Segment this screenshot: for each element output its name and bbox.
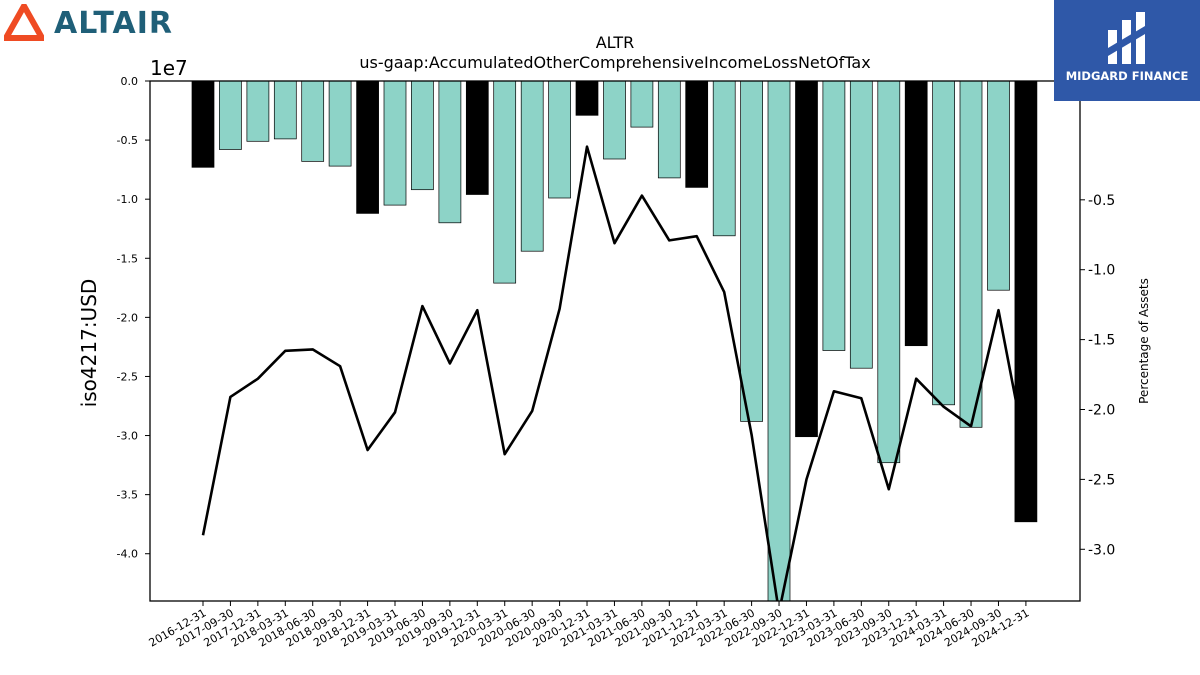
bar-2023-03-31	[822, 80, 846, 351]
bar-2018-09-30	[328, 80, 352, 167]
bar-2020-12-31	[575, 80, 599, 116]
bar-2021-09-30	[657, 80, 681, 179]
bar-2020-09-30	[548, 80, 571, 199]
y2-tick-label: -2.0	[1088, 402, 1115, 418]
bar-2024-09-30	[987, 80, 1010, 291]
bar-2023-06-30	[849, 80, 873, 369]
percentage-line	[201, 145, 1028, 601]
bar-2018-03-31	[273, 80, 297, 140]
bar-2018-06-30	[301, 80, 325, 162]
y-offset-label: 1e7	[150, 56, 188, 80]
bar-2024-12-31	[1014, 80, 1038, 523]
chart-title: ALTR	[596, 33, 635, 52]
y2-axis-label: Percentage of Assets	[1137, 278, 1151, 404]
y2-tick-label: -1.0	[1088, 263, 1115, 279]
bar-2019-09-30	[438, 80, 462, 224]
bar-2021-12-31	[685, 80, 709, 188]
y2-tick-label: -2.5	[1088, 472, 1115, 488]
bar-2020-03-31	[493, 80, 517, 284]
y-tick-label: -0.5	[117, 134, 138, 147]
bar-2023-12-31	[904, 80, 928, 347]
bar-2021-03-31	[603, 80, 626, 160]
bar-2019-03-31	[383, 80, 407, 206]
y-tick-label: -1.0	[117, 193, 138, 206]
y2-tick-label: -3.0	[1088, 542, 1115, 558]
chart-subtitle: us-gaap:AccumulatedOtherComprehensiveInc…	[359, 53, 870, 72]
y-tick-label: -3.5	[117, 489, 138, 502]
y-axis-label: iso4217:USD	[77, 279, 101, 408]
y-tick-label: -3.0	[117, 430, 138, 443]
bar-2017-12-31	[246, 80, 270, 142]
bar-2021-06-30	[630, 80, 654, 128]
y-tick-label: -4.0	[117, 548, 138, 561]
altair-logo: ALTAIR	[4, 2, 173, 44]
bar-2016-12-31	[191, 80, 215, 168]
y2-tick-label: -0.5	[1088, 193, 1115, 209]
bar-2024-06-30	[959, 80, 983, 428]
bar-2018-12-31	[356, 80, 379, 214]
bar-2023-09-30	[877, 80, 901, 464]
bar-2019-12-31	[465, 80, 489, 195]
bar-2024-03-31	[932, 80, 955, 406]
line-group	[201, 145, 1028, 601]
y-tick-label: -2.0	[117, 311, 138, 324]
bar-2022-09-30	[767, 80, 791, 602]
y-tick-label: -2.5	[117, 370, 138, 383]
altair-mark-icon	[4, 4, 44, 41]
bar-2019-06-30	[411, 80, 434, 191]
altair-wordmark: ALTAIR	[54, 5, 173, 41]
y2-tick-label: -1.5	[1088, 333, 1115, 349]
bar-2020-06-30	[520, 80, 544, 252]
plot-frame	[149, 80, 1081, 602]
midgard-mark-icon	[1108, 12, 1145, 64]
y-tick-label: -1.5	[117, 252, 138, 265]
bar-2022-12-31	[795, 80, 818, 438]
bar-2017-09-30	[219, 80, 242, 150]
y-tick-label: 0.0	[121, 75, 139, 88]
bar-2022-06-30	[740, 80, 763, 422]
bars-group	[191, 80, 1038, 602]
midgard-wordmark: MIDGARD FINANCE	[1065, 69, 1189, 83]
midgard-logo: MIDGARD FINANCE	[1054, 0, 1200, 101]
bar-2022-03-31	[712, 80, 736, 237]
